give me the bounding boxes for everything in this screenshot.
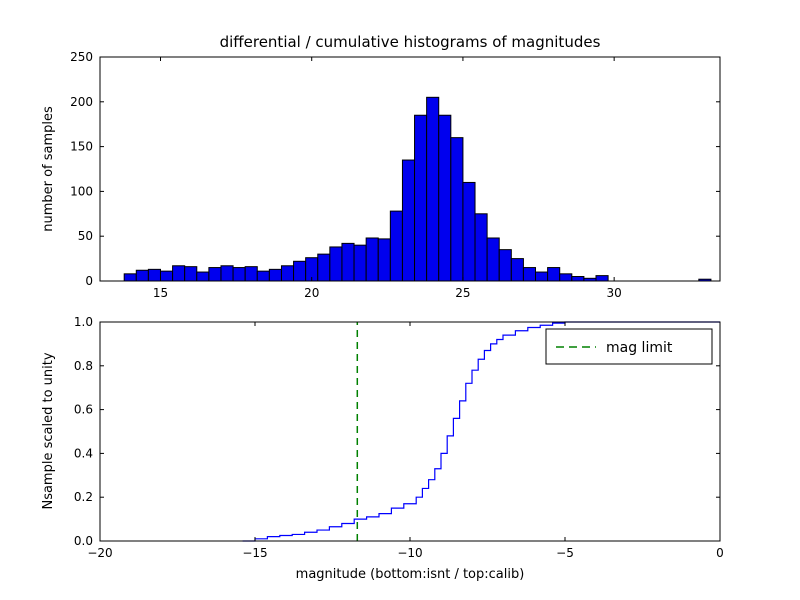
y-tick-label: 0.2 xyxy=(74,490,93,504)
histogram-bar xyxy=(450,137,464,282)
histogram-bar xyxy=(365,237,379,282)
histogram-bar xyxy=(341,242,355,282)
histogram-bar xyxy=(547,267,561,282)
legend-box: mag limit xyxy=(545,328,713,365)
y-tick-label: 0.0 xyxy=(74,534,93,548)
histogram-bar xyxy=(510,258,524,282)
histogram-bars xyxy=(123,96,712,282)
histogram-bar xyxy=(559,273,573,282)
tick-labels: 15 20 25 30 0 50 100 150 200 250 xyxy=(70,50,622,300)
top-axes: 15 20 25 30 0 50 100 150 200 250 xyxy=(70,50,721,300)
y-tick-label: 50 xyxy=(78,229,93,243)
histogram-bar xyxy=(377,238,391,282)
histogram-bar xyxy=(135,269,149,282)
y-tick-label: 0 xyxy=(85,274,93,288)
cumulative-step-line xyxy=(242,321,720,542)
histogram-bar xyxy=(389,210,403,282)
histogram-bar xyxy=(256,270,270,282)
x-tick-label: 30 xyxy=(607,286,622,300)
histogram-bar xyxy=(208,267,222,282)
y-tick-label: 1.0 xyxy=(74,315,93,329)
y-tick-label: 0.8 xyxy=(74,359,93,373)
histogram-bar xyxy=(280,265,295,282)
histogram-bar xyxy=(317,253,331,282)
histogram-bar xyxy=(595,275,609,282)
figure-title: differential / cumulative histograms of … xyxy=(220,33,601,51)
histogram-bar xyxy=(184,266,198,282)
y-tick-label: 150 xyxy=(70,140,93,154)
histogram-bar xyxy=(123,273,137,282)
histogram-bar xyxy=(426,96,440,282)
axes-spines xyxy=(99,56,721,282)
histogram-bar xyxy=(535,271,549,282)
histogram-bar xyxy=(571,276,585,282)
histogram-bar xyxy=(498,249,512,282)
tick-marks xyxy=(100,56,720,282)
x-tick-label: 25 xyxy=(455,286,470,300)
histogram-bar xyxy=(414,114,428,282)
legend-label: mag limit xyxy=(606,340,673,356)
histogram-bar xyxy=(353,244,367,282)
histogram-bar xyxy=(244,266,258,282)
y-tick-label: 0.6 xyxy=(74,403,93,417)
x-tick-label: −5 xyxy=(556,546,574,560)
x-tick-label: 20 xyxy=(304,286,319,300)
histogram-bar xyxy=(486,237,500,282)
histogram-bar xyxy=(172,265,186,282)
top-y-axis-label: number of samples xyxy=(41,106,56,232)
bottom-x-axis-label: magnitude (bottom:isnt / top:calib) xyxy=(296,567,525,582)
x-tick-label: −20 xyxy=(87,546,112,560)
histogram-bar xyxy=(220,265,234,282)
histogram-bar xyxy=(522,267,537,282)
histogram-bar xyxy=(293,260,307,282)
x-tick-label: 0 xyxy=(716,546,724,560)
y-tick-label: 0.4 xyxy=(74,446,93,460)
histogram-bar xyxy=(462,181,476,282)
histogram-bar xyxy=(438,114,452,282)
bottom-y-axis-label: Nsample scaled to unity xyxy=(41,352,56,509)
x-tick-label: −10 xyxy=(397,546,422,560)
histogram-bar xyxy=(196,271,210,282)
histogram-bar xyxy=(232,267,246,282)
tick-marks xyxy=(99,321,721,542)
histogram-bar xyxy=(401,159,416,282)
y-tick-label: 250 xyxy=(70,50,93,64)
y-tick-label: 200 xyxy=(70,95,93,109)
plots-group: 15 20 25 30 0 50 100 150 200 250 −20 −15 −10 −5 0 0.0 0.… xyxy=(70,50,724,560)
histogram-bar xyxy=(329,246,343,282)
y-tick-label: 100 xyxy=(70,184,93,198)
bottom-axes: −20 −15 −10 −5 0 0.0 0.2 0.4 0.6 0.8 1.0 xyxy=(74,315,724,560)
tick-labels: −20 −15 −10 −5 0 0.0 0.2 0.4 0.6 0.8 1.0 xyxy=(74,315,724,560)
histogram-bar xyxy=(159,270,174,282)
histogram-bar xyxy=(474,213,488,282)
histogram-bar xyxy=(147,268,161,282)
x-tick-label: −15 xyxy=(242,546,267,560)
x-tick-label: 15 xyxy=(153,286,168,300)
histogram-bar xyxy=(268,268,282,282)
